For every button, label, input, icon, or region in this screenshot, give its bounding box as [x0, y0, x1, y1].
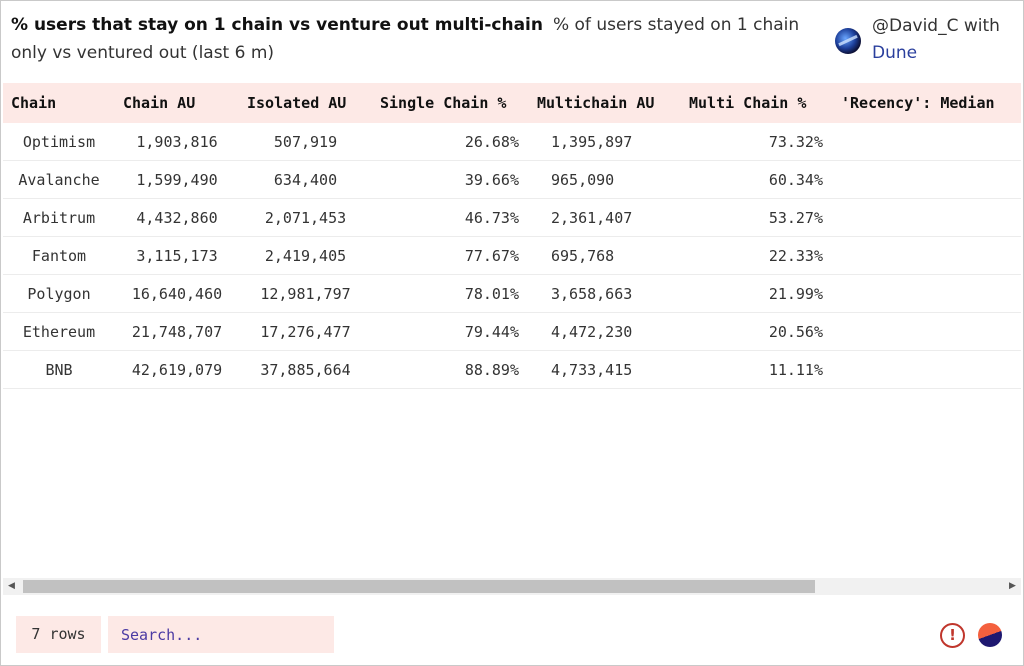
scroll-right-icon[interactable]: ▶: [1009, 581, 1016, 591]
author-with-text: with: [963, 16, 1000, 36]
column-header[interactable]: Multi Chain %: [689, 94, 807, 112]
table-cell: [833, 123, 1021, 161]
table-cell: 11.11%: [681, 350, 833, 389]
table-cell: 20.56%: [681, 312, 833, 351]
author-handle[interactable]: @David_C: [872, 16, 959, 36]
table-cell: 1,599,490: [115, 160, 239, 199]
table-row: Optimism 1,903,816 507,919 26.68% 1,395,897 7…: [3, 123, 1021, 161]
table-cell: 79.44%: [372, 312, 529, 351]
table-row: Fantom 3,115,173 2,419,405 77.67% 695,768 22.…: [3, 236, 1021, 275]
table-header-row: Chain Chain AU Isolated AU Single Chain % Mu…: [3, 83, 1021, 123]
card-title: % users that stay on 1 chain vs venture …: [11, 15, 543, 35]
table-cell: 4,472,230: [529, 312, 681, 351]
table-cell: 695,768: [529, 236, 681, 275]
table-cell: Avalanche: [3, 160, 115, 199]
table-cell: 53.27%: [681, 198, 833, 237]
table-cell: [833, 312, 1021, 351]
table-cell: 73.32%: [681, 123, 833, 161]
table-cell: 78.01%: [372, 274, 529, 313]
warning-icon[interactable]: !: [940, 623, 965, 648]
column-header[interactable]: Chain: [11, 94, 57, 112]
table-cell: 2,361,407: [529, 198, 681, 237]
table-cell: 507,919: [239, 123, 372, 161]
table-cell: Polygon: [3, 274, 115, 313]
table-cell: [833, 198, 1021, 237]
table-footer: 7 rows !: [3, 596, 1021, 664]
table-cell: Fantom: [3, 236, 115, 275]
table-cell: 39.66%: [372, 160, 529, 199]
table-cell: 60.34%: [681, 160, 833, 199]
scrollbar-thumb[interactable]: [23, 580, 815, 593]
table-cell: BNB: [3, 350, 115, 389]
row-count-badge: 7 rows: [16, 616, 101, 653]
table-cell: 3,658,663: [529, 274, 681, 313]
table-cell: 88.89%: [372, 350, 529, 389]
table-viewport: Chain Chain AU Isolated AU Single Chain % Mu…: [3, 83, 1021, 577]
dune-logo-icon[interactable]: [978, 623, 1002, 647]
table-cell: 1,395,897: [529, 123, 681, 161]
table-cell: 77.67%: [372, 236, 529, 275]
table-cell: 37,885,664: [239, 350, 372, 389]
table-cell: 21,748,707: [115, 312, 239, 351]
table-cell: 26.68%: [372, 123, 529, 161]
table-row: BNB 42,619,079 37,885,664 88.89% 4,733,415 11…: [3, 350, 1021, 389]
table-cell: Optimism: [3, 123, 115, 161]
card-subtitle: % of users stayed on 1 chain only vs ven…: [11, 15, 800, 63]
table-row: Ethereum 21,748,707 17,276,477 79.44% 4,472,…: [3, 312, 1021, 351]
table-row: Arbitrum 4,432,860 2,071,453 46.73% 2,361,40…: [3, 198, 1021, 237]
table-row: Avalanche 1,599,490 634,400 39.66% 965,090 60…: [3, 160, 1021, 199]
column-header[interactable]: Chain AU: [123, 94, 196, 112]
column-header[interactable]: 'Recency': Median: [841, 94, 995, 112]
table-cell: 42,619,079: [115, 350, 239, 389]
horizontal-scrollbar[interactable]: ◀ ▶: [3, 578, 1021, 595]
column-header[interactable]: Isolated AU: [247, 94, 347, 112]
table-cell: [833, 350, 1021, 389]
table-cell: [833, 274, 1021, 313]
table-cell: 3,115,173: [115, 236, 239, 275]
table-cell: 2,419,405: [239, 236, 372, 275]
table-cell: 22.33%: [681, 236, 833, 275]
table-row: Polygon 16,640,460 12,981,797 78.01% 3,658,6…: [3, 274, 1021, 313]
table-cell: 1,903,816: [115, 123, 239, 161]
results-table: Chain Chain AU Isolated AU Single Chain % Mu…: [3, 83, 1021, 389]
column-header[interactable]: Single Chain %: [380, 94, 507, 112]
table-cell: Arbitrum: [3, 198, 115, 237]
dune-link[interactable]: Dune: [872, 43, 918, 63]
author-avatar[interactable]: [835, 28, 861, 54]
table-cell: Ethereum: [3, 312, 115, 351]
table-cell: 12,981,797: [239, 274, 372, 313]
table-cell: 46.73%: [372, 198, 529, 237]
search-input[interactable]: [108, 616, 334, 653]
table-cell: 4,733,415: [529, 350, 681, 389]
table-cell: [833, 236, 1021, 275]
table-cell: 17,276,477: [239, 312, 372, 351]
column-header[interactable]: Multichain AU: [537, 94, 655, 112]
table-cell: 965,090: [529, 160, 681, 199]
table-cell: 21.99%: [681, 274, 833, 313]
table-cell: [833, 160, 1021, 199]
table-body: Optimism 1,903,816 507,919 26.68% 1,395,897 7…: [3, 123, 1021, 389]
table-cell: 16,640,460: [115, 274, 239, 313]
card-header: % users that stay on 1 chain vs venture …: [11, 11, 831, 67]
table-cell: 4,432,860: [115, 198, 239, 237]
table-cell: 634,400: [239, 160, 372, 199]
scroll-left-icon[interactable]: ◀: [8, 581, 15, 591]
table-cell: 2,071,453: [239, 198, 372, 237]
